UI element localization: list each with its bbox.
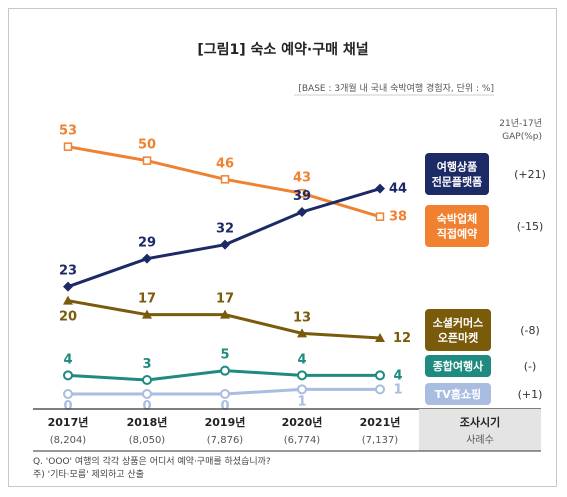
chart-frame: [그림1] 숙소 예약·구매 채널 [BASE : 3개월 내 국내 숙박여행 경… — [8, 8, 557, 487]
data-label-4-1: 0 — [142, 399, 151, 414]
series-label-2-line-1: 오픈마켓 — [438, 331, 478, 345]
data-point-0-0 — [63, 281, 73, 292]
gap-header-unit: GAP(%p) — [502, 132, 542, 142]
data-label-1-3: 43 — [293, 170, 311, 185]
data-label-4-3: 1 — [297, 394, 306, 409]
axis-header-label: 조사시기 — [460, 415, 500, 429]
axis-header-bg — [419, 409, 541, 451]
series-label-box-3 — [425, 355, 491, 377]
data-point-1-4 — [375, 212, 385, 221]
series-label-box-0 — [425, 153, 489, 195]
data-point-3-4 — [375, 370, 385, 381]
data-label-4-2: 0 — [220, 399, 229, 414]
data-label-0-0: 23 — [59, 264, 77, 279]
series-label-1-line-0: 숙박업체 — [437, 212, 477, 226]
data-label-0-4: 44 — [389, 182, 407, 197]
gap-value-4: (+1) — [518, 388, 543, 401]
data-point-3-3 — [297, 370, 307, 381]
data-point-4-4 — [375, 384, 385, 395]
sample-count-4: (7,137) — [362, 435, 399, 446]
x-tick-label-3: 2020년 — [282, 415, 323, 429]
data-label-1-2: 46 — [216, 156, 234, 171]
series-label-box-4 — [425, 383, 491, 405]
data-label-3-1: 3 — [142, 357, 151, 372]
data-label-0-1: 29 — [138, 236, 156, 251]
data-label-3-3: 4 — [297, 352, 306, 367]
data-point-4-1 — [142, 389, 152, 399]
data-label-1-1: 50 — [138, 138, 156, 153]
data-label-4-0: 0 — [63, 399, 72, 414]
data-point-0-1 — [142, 253, 152, 264]
data-label-3-4: 4 — [393, 368, 402, 383]
data-label-2-1: 17 — [138, 292, 156, 307]
x-tick-label-0: 2017년 — [48, 415, 89, 429]
series-label-4-line-0: TV홈쇼핑 — [435, 387, 481, 401]
chart-title: [그림1] 숙소 예약·구매 채널 — [197, 41, 368, 58]
data-point-2-2 — [220, 309, 230, 319]
x-tick-label-2: 2019년 — [205, 415, 246, 429]
axis-header-sub: 사례수 — [466, 434, 494, 446]
data-label-2-4: 12 — [393, 331, 411, 346]
data-point-1-0 — [63, 142, 73, 151]
data-point-4-3 — [297, 384, 307, 395]
data-label-2-3: 13 — [293, 310, 311, 325]
data-point-3-1 — [142, 375, 152, 385]
data-label-1-4: 38 — [389, 210, 407, 225]
sample-count-1: (8,050) — [129, 435, 166, 446]
data-label-0-3: 39 — [293, 189, 311, 204]
data-label-1-0: 53 — [59, 124, 77, 139]
data-label-4-4: 1 — [393, 382, 402, 397]
series-label-box-1 — [425, 205, 489, 247]
series-label-2-line-0: 소셜커머스 — [433, 316, 484, 330]
data-point-1-1 — [142, 156, 152, 165]
data-point-3-2 — [220, 365, 230, 376]
sample-count-0: (8,204) — [50, 435, 87, 446]
series-label-1-line-1: 직접예약 — [437, 227, 477, 241]
sample-count-3: (6,774) — [284, 435, 321, 446]
line-chart: [그림1] 숙소 예약·구매 채널 [BASE : 3개월 내 국내 숙박여행 경… — [33, 41, 546, 480]
series-line-0 — [67, 187, 381, 289]
gap-value-0: (+21) — [514, 168, 546, 181]
data-point-0-4 — [375, 183, 385, 194]
data-point-4-0 — [63, 389, 73, 399]
footnote-1: 주) '기타·모름' 제외하고 산출 — [33, 468, 144, 480]
data-point-2-1 — [142, 309, 152, 319]
data-point-2-3 — [297, 328, 307, 338]
series-label-box-2 — [425, 309, 491, 351]
data-point-1-2 — [220, 175, 230, 184]
data-point-2-4 — [375, 333, 385, 342]
data-label-3-0: 4 — [63, 352, 72, 367]
data-point-3-0 — [63, 370, 73, 381]
x-tick-label-4: 2021년 — [360, 415, 401, 429]
data-point-1-3 — [297, 189, 307, 198]
series-label-0-line-1: 전문플랫폼 — [432, 175, 483, 189]
gap-value-1: (-15) — [517, 220, 544, 233]
data-label-2-0: 20 — [59, 310, 77, 325]
footnote-0: Q. 'OOO' 여행의 각각 상품은 어디서 예약·구매를 하셨습니까? — [33, 455, 271, 467]
series-label-0-line-0: 여행상품 — [437, 160, 477, 174]
sample-count-2: (7,876) — [207, 435, 244, 446]
base-note: [BASE : 3개월 내 국내 숙박여행 경험자, 단위 : %] — [298, 82, 494, 94]
data-label-0-2: 32 — [216, 222, 234, 237]
data-point-4-2 — [220, 389, 230, 399]
gap-header-range: 21년-17년 — [499, 118, 542, 129]
data-label-2-2: 17 — [216, 292, 234, 307]
data-label-3-2: 5 — [220, 348, 229, 363]
gap-value-3: (-) — [524, 360, 537, 373]
data-point-0-2 — [220, 239, 230, 250]
gap-value-2: (-8) — [520, 324, 540, 337]
x-tick-label-1: 2018년 — [127, 415, 168, 429]
data-point-0-3 — [297, 207, 307, 217]
data-point-2-0 — [63, 295, 73, 305]
series-label-3-line-0: 종합여행사 — [433, 359, 484, 373]
